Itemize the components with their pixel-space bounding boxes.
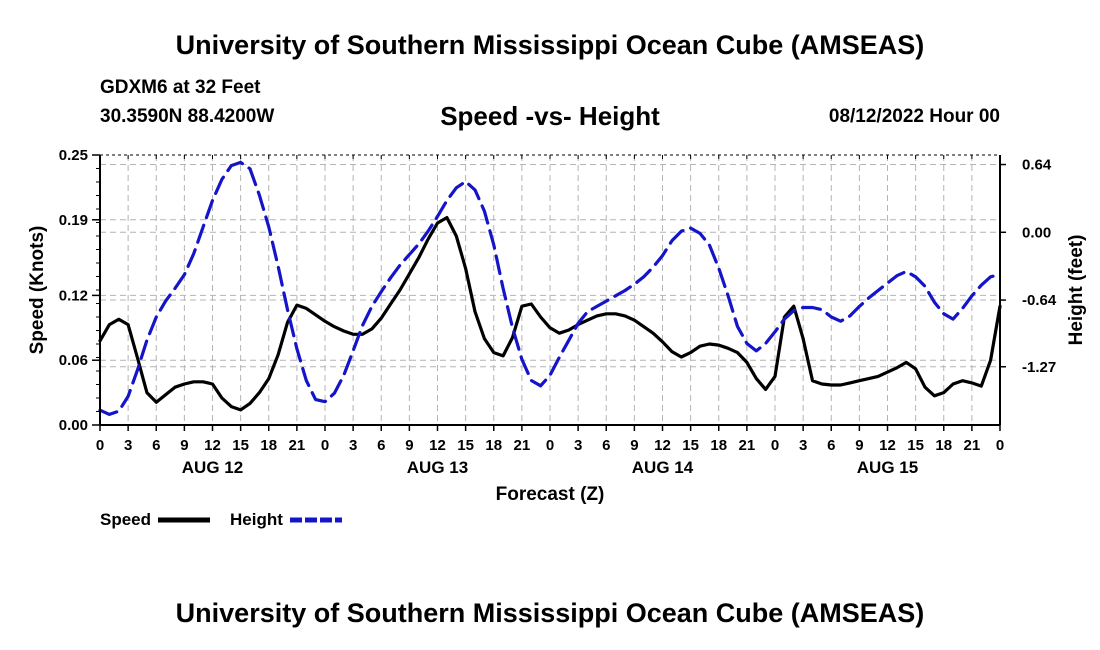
x-tick-label-21: 15 (682, 437, 699, 454)
x-tick-label-3: 9 (180, 437, 188, 454)
y2-axis-title: Height (feet) (1066, 235, 1087, 346)
day-label-2: AUG 14 (632, 458, 694, 477)
y-tick-label-2: 0.12 (59, 287, 88, 304)
x-tick-label-0: 0 (96, 437, 104, 454)
speed-series-line (98, 216, 1002, 412)
day-label-1: AUG 13 (407, 458, 468, 477)
x-tick-label-25: 3 (799, 437, 807, 454)
x-tick-label-14: 18 (485, 437, 502, 454)
x-tick-label-1: 3 (124, 437, 132, 454)
x-tick-label-22: 18 (710, 437, 727, 454)
x-tick-label-28: 12 (879, 437, 896, 454)
station-coordinates: 30.3590N 88.4200W (100, 106, 275, 127)
x-tick-label-32: 0 (996, 437, 1004, 454)
y-axis-title: Speed (Knots) (27, 226, 48, 355)
x-tick-label-13: 15 (457, 437, 474, 454)
y2-tick-label-3: -1.27 (1022, 359, 1056, 376)
x-tick-label-17: 3 (574, 437, 582, 454)
labels-layer: 0.00 0.06 0.12 0.19 0.25 0.64 0.00 -0.64 -1.27 0 3… (27, 147, 1087, 505)
legend-layer: Speed Height (100, 510, 342, 529)
main-title: University of Southern Mississippi Ocean… (175, 30, 925, 60)
height-series-line (98, 160, 1002, 416)
y-tick-label-0: 0.00 (59, 417, 88, 434)
x-tick-label-16: 0 (546, 437, 554, 454)
x-tick-label-11: 9 (405, 437, 413, 454)
x-tick-label-26: 6 (827, 437, 835, 454)
x-tick-label-5: 15 (232, 437, 249, 454)
x-tick-label-23: 21 (739, 437, 756, 454)
x-tick-label-15: 21 (514, 437, 531, 454)
x-tick-label-29: 15 (907, 437, 924, 454)
x-tick-label-6: 18 (260, 437, 277, 454)
x-tick-label-10: 6 (377, 437, 385, 454)
x-tick-label-31: 21 (964, 437, 981, 454)
x-tick-label-30: 18 (935, 437, 952, 454)
legend-label-speed: Speed (100, 510, 151, 529)
y2-tick-label-2: -0.64 (1022, 292, 1057, 309)
x-tick-label-7: 21 (289, 437, 306, 454)
x-tick-label-12: 12 (429, 437, 446, 454)
x-tick-label-20: 12 (654, 437, 671, 454)
x-tick-label-27: 9 (855, 437, 863, 454)
y-tick-label-1: 0.06 (59, 352, 88, 369)
series-layer (98, 160, 1002, 416)
x-tick-label-4: 12 (204, 437, 221, 454)
day-label-3: AUG 15 (857, 458, 918, 477)
day-label-0: AUG 12 (182, 458, 243, 477)
x-tick-label-9: 3 (349, 437, 357, 454)
x-tick-label-24: 0 (771, 437, 779, 454)
x-tick-label-18: 6 (602, 437, 610, 454)
x-tick-label-2: 6 (152, 437, 160, 454)
y-tick-label-3: 0.19 (59, 212, 88, 229)
chart-title: Speed -vs- Height (440, 101, 660, 131)
legend-label-height: Height (230, 510, 283, 529)
x-axis-title: Forecast (Z) (496, 484, 605, 505)
station-label: GDXM6 at 32 Feet (100, 77, 261, 98)
y2-tick-label-0: 0.64 (1022, 157, 1052, 174)
forecast-datetime: 08/12/2022 Hour 00 (828, 106, 1000, 127)
footer-title: University of Southern Mississippi Ocean… (175, 598, 925, 628)
x-tick-label-19: 9 (630, 437, 638, 454)
y2-tick-label-1: 0.00 (1022, 224, 1051, 241)
grid-layer (100, 155, 1000, 425)
y-tick-label-4: 0.25 (59, 147, 88, 164)
axes-layer (92, 154, 1006, 431)
x-tick-label-8: 0 (321, 437, 329, 454)
